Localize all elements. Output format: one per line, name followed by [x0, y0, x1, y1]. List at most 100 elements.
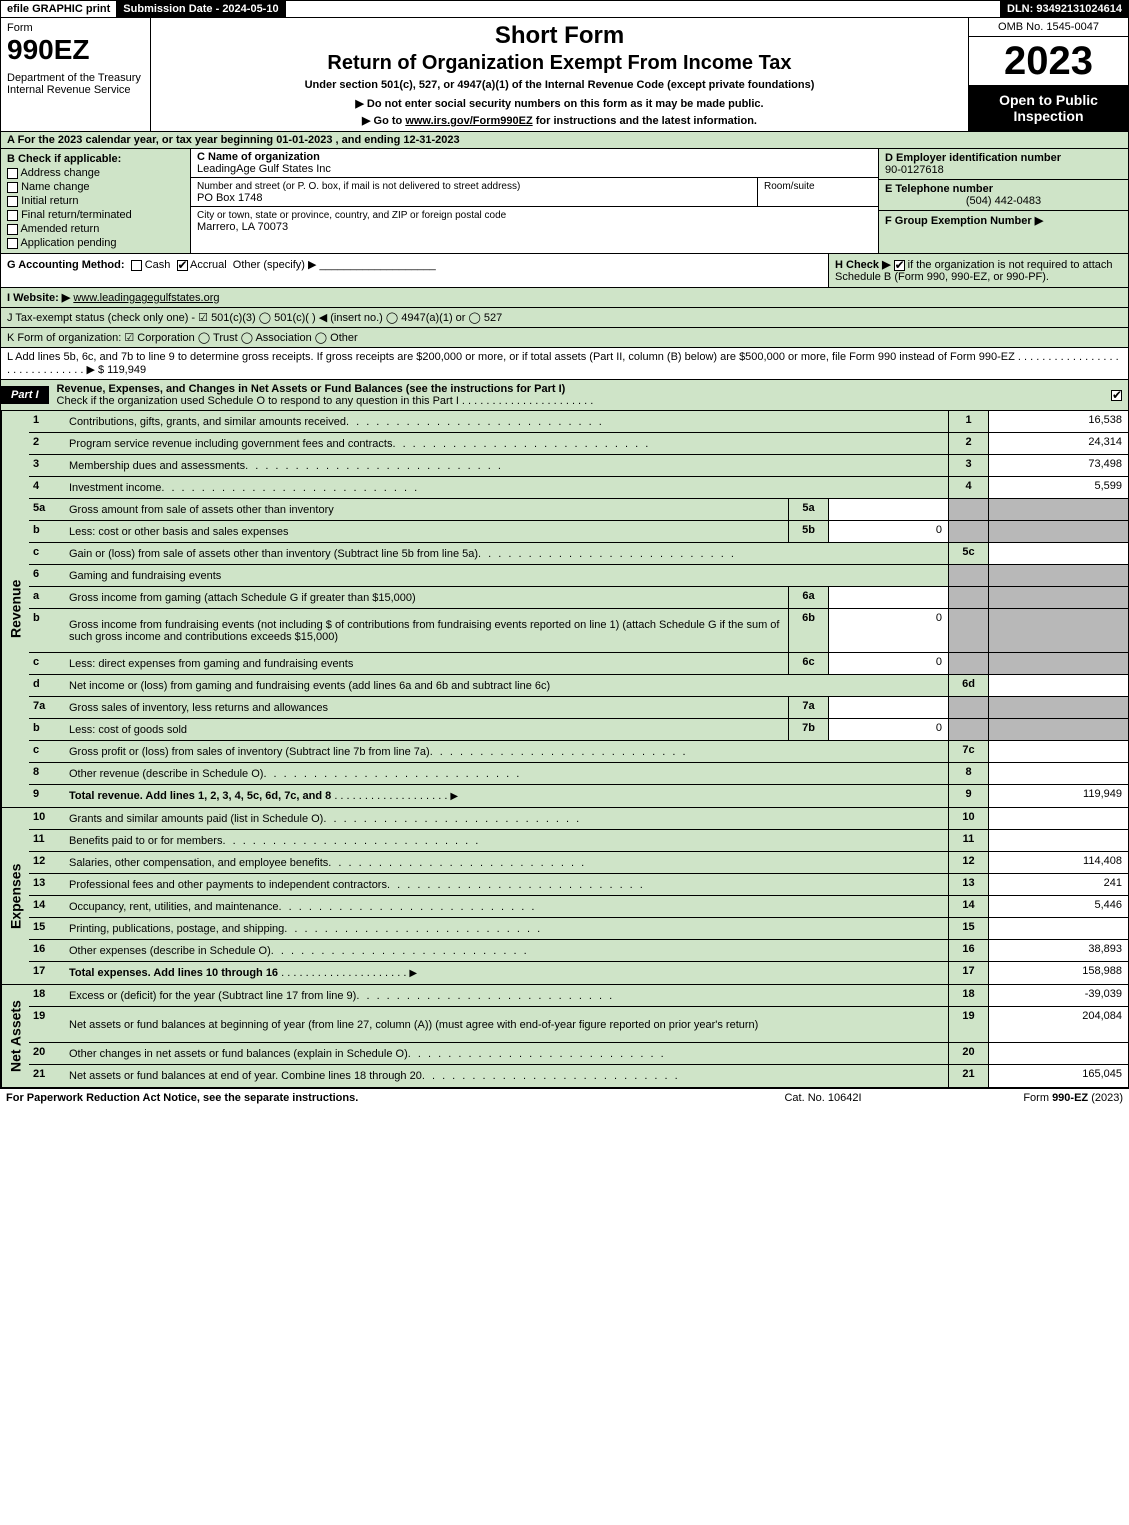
subtitle-code: Under section 501(c), 527, or 4947(a)(1)…: [157, 79, 962, 91]
section-a: A For the 2023 calendar year, or tax yea…: [0, 132, 1129, 149]
line-13: 13Professional fees and other payments t…: [29, 874, 1128, 896]
net-assets-side-label: Net Assets: [1, 985, 29, 1087]
phone-label: E Telephone number: [885, 183, 993, 195]
section-k: K Form of organization: ☑ Corporation ◯ …: [0, 328, 1129, 348]
section-b-block: B Check if applicable: Address change Na…: [0, 149, 1129, 254]
ein-value: 90-0127618: [885, 164, 944, 176]
footer-cat: Cat. No. 10642I: [723, 1092, 923, 1104]
form-number: 990EZ: [7, 34, 144, 66]
city-label: City or town, state or province, country…: [197, 210, 506, 221]
dept-label: Department of the Treasury Internal Reve…: [7, 72, 144, 96]
line-20: 20Other changes in net assets or fund ba…: [29, 1043, 1128, 1065]
chk-cash[interactable]: [131, 260, 142, 271]
line-17: 17Total expenses. Add lines 10 through 1…: [29, 962, 1128, 984]
accounting-label: G Accounting Method:: [7, 259, 125, 271]
line-4: 4Investment income45,599: [29, 477, 1128, 499]
part-1-check[interactable]: [1105, 386, 1128, 404]
open-to-public: Open to Public Inspection: [969, 86, 1128, 131]
line-15: 15Printing, publications, postage, and s…: [29, 918, 1128, 940]
website-link[interactable]: www.leadingagegulfstates.org: [73, 292, 219, 304]
line-5c: cGain or (loss) from sale of assets othe…: [29, 543, 1128, 565]
footer-left: For Paperwork Reduction Act Notice, see …: [6, 1092, 723, 1104]
line-5b: bLess: cost or other basis and sales exp…: [29, 521, 1128, 543]
line-19: 19Net assets or fund balances at beginni…: [29, 1007, 1128, 1043]
goto-post: for instructions and the latest informat…: [533, 115, 757, 127]
street-value: PO Box 1748: [197, 192, 262, 204]
line-5a: 5aGross amount from sale of assets other…: [29, 499, 1128, 521]
street-cell: Number and street (or P. O. box, if mail…: [191, 178, 758, 206]
section-j: J Tax-exempt status (check only one) - ☑…: [0, 308, 1129, 328]
section-l: L Add lines 5b, 6c, and 7b to line 9 to …: [0, 348, 1129, 380]
group-exemption-cell: F Group Exemption Number ▶: [879, 211, 1128, 230]
chk-schedule-b[interactable]: [894, 260, 905, 271]
org-name: LeadingAge Gulf States Inc: [197, 163, 331, 175]
expenses-side-label: Expenses: [1, 808, 29, 984]
line-9: 9Total revenue. Add lines 1, 2, 3, 4, 5c…: [29, 785, 1128, 807]
chk-amended-return[interactable]: Amended return: [7, 223, 184, 235]
phone-cell: E Telephone number (504) 442-0483: [879, 180, 1128, 211]
line-6c: cLess: direct expenses from gaming and f…: [29, 653, 1128, 675]
org-name-cell: C Name of organization LeadingAge Gulf S…: [191, 149, 878, 178]
top-bar: efile GRAPHIC print Submission Date - 20…: [0, 0, 1129, 18]
chk-accrual[interactable]: [177, 260, 188, 271]
phone-value: (504) 442-0483: [885, 195, 1122, 207]
efile-label: efile GRAPHIC print: [1, 1, 117, 17]
line-12: 12Salaries, other compensation, and empl…: [29, 852, 1128, 874]
line-2: 2Program service revenue including gover…: [29, 433, 1128, 455]
chk-address-change[interactable]: Address change: [7, 167, 184, 179]
section-b-left: B Check if applicable: Address change Na…: [1, 149, 191, 253]
line-7c: cGross profit or (loss) from sales of in…: [29, 741, 1128, 763]
chk-initial-return[interactable]: Initial return: [7, 195, 184, 207]
warning-ssn: ▶ Do not enter social security numbers o…: [157, 97, 962, 110]
irs-link[interactable]: www.irs.gov/Form990EZ: [405, 115, 532, 127]
line-7a: 7aGross sales of inventory, less returns…: [29, 697, 1128, 719]
part-1-tab: Part I: [1, 386, 49, 404]
city-cell: City or town, state or province, country…: [191, 207, 878, 235]
section-def-right: D Employer identification number 90-0127…: [878, 149, 1128, 253]
group-exemption-label: F Group Exemption Number ▶: [885, 215, 1043, 227]
line-16: 16Other expenses (describe in Schedule O…: [29, 940, 1128, 962]
website-label: I Website: ▶: [7, 292, 70, 304]
section-h: H Check ▶ if the organization is not req…: [828, 254, 1128, 287]
revenue-side-label: Revenue: [1, 411, 29, 807]
title-return: Return of Organization Exempt From Incom…: [157, 52, 962, 75]
form-header: Form 990EZ Department of the Treasury In…: [0, 18, 1129, 132]
footer-form: Form 990-EZ (2023): [923, 1092, 1123, 1104]
chk-application-pending[interactable]: Application pending: [7, 237, 184, 249]
line-6a: aGross income from gaming (attach Schedu…: [29, 587, 1128, 609]
line-6b: bGross income from fundraising events (n…: [29, 609, 1128, 653]
chk-final-return[interactable]: Final return/terminated: [7, 209, 184, 221]
line-18: 18Excess or (deficit) for the year (Subt…: [29, 985, 1128, 1007]
tax-year: 2023: [969, 37, 1128, 86]
goto-link-row: ▶ Go to www.irs.gov/Form990EZ for instru…: [157, 114, 962, 127]
line-11: 11Benefits paid to or for members11: [29, 830, 1128, 852]
section-g: G Accounting Method: Cash Accrual Other …: [1, 254, 828, 287]
net-assets-table: Net Assets 18Excess or (deficit) for the…: [0, 985, 1129, 1088]
line-10: 10Grants and similar amounts paid (list …: [29, 808, 1128, 830]
header-right: OMB No. 1545-0047 2023 Open to Public In…: [968, 18, 1128, 131]
part-1-header: Part I Revenue, Expenses, and Changes in…: [0, 380, 1129, 411]
section-b-header: B Check if applicable:: [7, 153, 184, 165]
section-gh: G Accounting Method: Cash Accrual Other …: [0, 254, 1129, 288]
part-1-title: Revenue, Expenses, and Changes in Net As…: [49, 380, 1105, 410]
omb-number: OMB No. 1545-0047: [969, 18, 1128, 37]
city-value: Marrero, LA 70073: [197, 221, 288, 233]
org-name-label: C Name of organization: [197, 151, 872, 163]
chk-name-change[interactable]: Name change: [7, 181, 184, 193]
street-label: Number and street (or P. O. box, if mail…: [197, 181, 520, 192]
line-6: 6Gaming and fundraising events: [29, 565, 1128, 587]
line-7b: bLess: cost of goods sold7b0: [29, 719, 1128, 741]
title-short-form: Short Form: [157, 22, 962, 50]
line-8: 8Other revenue (describe in Schedule O)8: [29, 763, 1128, 785]
part-1-subtitle: Check if the organization used Schedule …: [57, 395, 594, 407]
h-label: H Check ▶: [835, 259, 891, 271]
line-21: 21Net assets or fund balances at end of …: [29, 1065, 1128, 1087]
room-cell: Room/suite: [758, 178, 878, 206]
header-center: Short Form Return of Organization Exempt…: [151, 18, 968, 131]
dln: DLN: 93492131024614: [1000, 1, 1128, 17]
line-6d: dNet income or (loss) from gaming and fu…: [29, 675, 1128, 697]
section-c-mid: C Name of organization LeadingAge Gulf S…: [191, 149, 878, 253]
expenses-table: Expenses 10Grants and similar amounts pa…: [0, 808, 1129, 985]
line-3: 3Membership dues and assessments373,498: [29, 455, 1128, 477]
page-footer: For Paperwork Reduction Act Notice, see …: [0, 1088, 1129, 1107]
